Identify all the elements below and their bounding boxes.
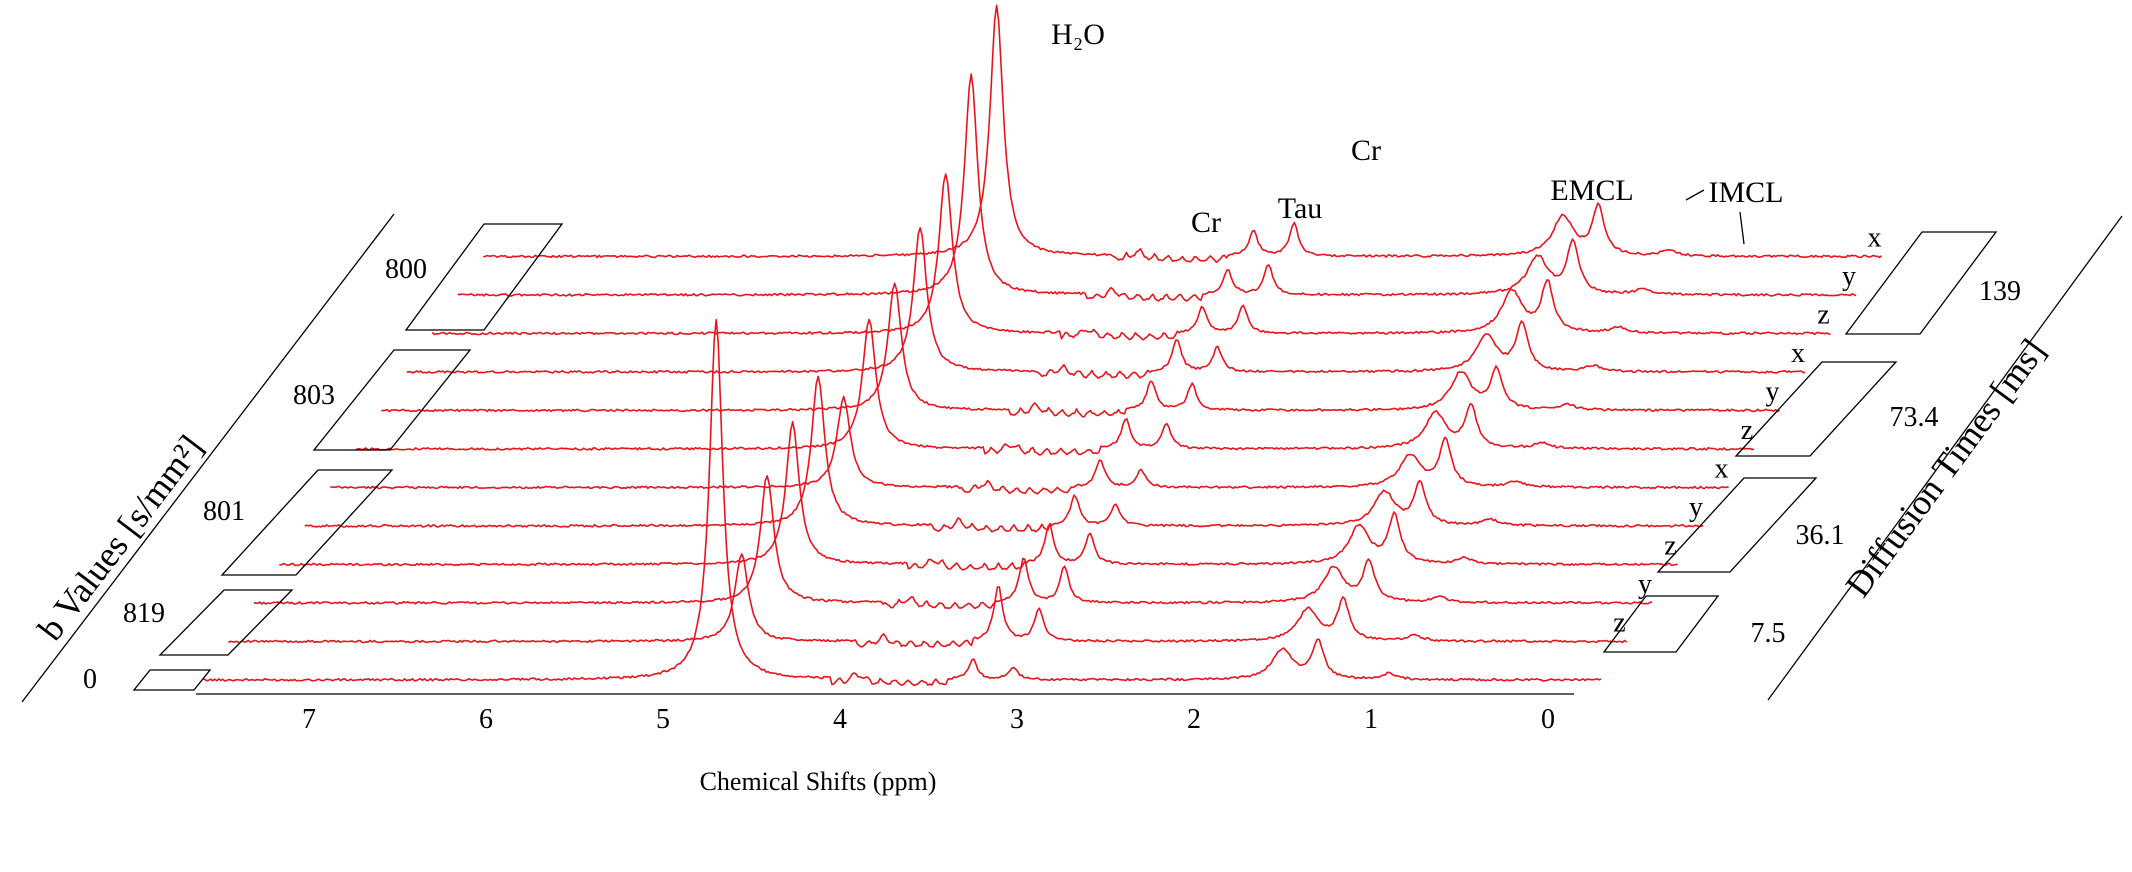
b-box-800 bbox=[404, 223, 564, 331]
diffusion-time-boxes bbox=[1602, 231, 1998, 653]
direction-label: y bbox=[1766, 377, 1780, 408]
spectrum-line-5 bbox=[304, 375, 1704, 533]
peak-label-emcl: EMCL bbox=[1550, 174, 1633, 207]
direction-label: z bbox=[1664, 531, 1676, 562]
dt-label-36.1: 36.1 bbox=[1796, 520, 1845, 551]
x-tick-label: 1 bbox=[1364, 704, 1378, 735]
diffusion-axis-line bbox=[1767, 215, 2123, 701]
x-tick-label: 0 bbox=[1541, 704, 1555, 735]
x-tick-label: 7 bbox=[302, 704, 316, 735]
x-tick-label: 5 bbox=[656, 704, 670, 735]
b-values-axis-title: b Values [s/mm²] bbox=[30, 428, 211, 648]
dt-box-7.5 bbox=[1602, 595, 1720, 653]
spectra-layer bbox=[202, 4, 1883, 687]
dt-box-36.1 bbox=[1656, 477, 1818, 573]
x-tick-labels: 7 6 5 4 3 2 1 0 bbox=[302, 704, 1555, 735]
x-tick-label: 3 bbox=[1010, 704, 1024, 735]
direction-label: z bbox=[1817, 300, 1829, 331]
spectrum-line-1 bbox=[202, 318, 1602, 687]
direction-label: z bbox=[1613, 608, 1625, 639]
dt-box-73.4 bbox=[1734, 361, 1898, 457]
dt-label-7.5: 7.5 bbox=[1751, 618, 1786, 649]
x-tick-label: 4 bbox=[833, 704, 847, 735]
dt-label-139: 139 bbox=[1979, 276, 2021, 307]
spectrum-line-7 bbox=[355, 318, 1755, 456]
imcl-pointer-line bbox=[1685, 189, 1705, 201]
b-label-801: 801 bbox=[203, 496, 245, 527]
peak-label-cr-right: Cr bbox=[1351, 134, 1381, 167]
direction-label: y bbox=[1842, 261, 1856, 292]
peak-label-cr-left: Cr bbox=[1191, 206, 1221, 239]
spectrum-line-9 bbox=[406, 227, 1806, 379]
b-box-801 bbox=[220, 469, 394, 576]
direction-label: x bbox=[1868, 223, 1882, 254]
spectrum-line-2 bbox=[227, 553, 1628, 648]
b-value-labels: 0 819 801 803 800 bbox=[83, 254, 427, 695]
b-box-819 bbox=[158, 589, 294, 656]
b-box-0 bbox=[132, 669, 212, 691]
direction-label: y bbox=[1638, 569, 1652, 600]
x-tick-label: 6 bbox=[479, 704, 493, 735]
spectrum-line-11 bbox=[457, 73, 1857, 302]
imcl-pointer-line-2 bbox=[1739, 211, 1745, 245]
b-label-800: 800 bbox=[385, 254, 427, 285]
x-tick-label: 2 bbox=[1187, 704, 1201, 735]
diffusion-axis-title: Diffusion Times [ms] bbox=[1837, 331, 2053, 604]
spectrum-line-4 bbox=[279, 421, 1678, 571]
spectrum-line-6 bbox=[330, 395, 1729, 495]
peak-label-h2o: H₂O bbox=[1051, 18, 1105, 51]
b-box-803 bbox=[312, 349, 472, 451]
spectrum-line-3 bbox=[253, 475, 1653, 610]
dt-label-73.4: 73.4 bbox=[1890, 402, 1939, 433]
peak-label-imcl: IMCL bbox=[1709, 176, 1784, 209]
dt-box-139 bbox=[1844, 231, 1998, 335]
direction-label: x bbox=[1791, 338, 1805, 369]
spectrum-line-12 bbox=[482, 4, 1883, 263]
b-value-boxes bbox=[132, 223, 564, 691]
peak-annotations: H₂O Cr Tau Cr EMCL IMCL bbox=[1051, 18, 1784, 245]
peak-label-tau: Tau bbox=[1278, 192, 1323, 225]
direction-label: x bbox=[1715, 454, 1729, 485]
b-label-803: 803 bbox=[293, 380, 335, 411]
x-axis-title: Chemical Shifts (ppm) bbox=[700, 767, 937, 796]
spectrum-line-10 bbox=[431, 173, 1831, 341]
direction-label: y bbox=[1689, 492, 1703, 523]
direction-label: z bbox=[1741, 415, 1753, 446]
b-label-819: 819 bbox=[123, 598, 165, 629]
diffusion-time-labels: 7.5 36.1 73.4 139 bbox=[1751, 276, 2022, 649]
b-values-axis-line bbox=[21, 213, 395, 703]
b-label-0: 0 bbox=[83, 664, 97, 695]
spectrum-line-8 bbox=[381, 282, 1780, 418]
